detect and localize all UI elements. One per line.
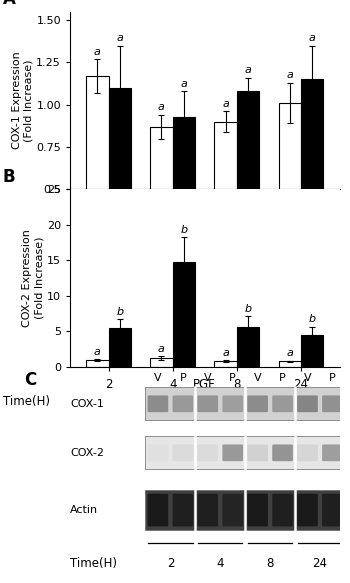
Bar — [214, 122, 237, 274]
Bar — [301, 79, 323, 274]
Bar — [150, 358, 173, 367]
Text: a: a — [181, 79, 187, 89]
Text: a: a — [116, 33, 123, 43]
Y-axis label: COX-2 Expression
(Fold Increase): COX-2 Expression (Fold Increase) — [22, 229, 44, 327]
Bar — [214, 361, 237, 367]
FancyBboxPatch shape — [173, 395, 193, 412]
Bar — [237, 326, 259, 367]
FancyBboxPatch shape — [247, 395, 268, 412]
FancyBboxPatch shape — [148, 494, 168, 526]
FancyBboxPatch shape — [247, 444, 268, 461]
Text: a: a — [309, 33, 316, 43]
FancyBboxPatch shape — [322, 494, 343, 526]
Text: P: P — [229, 373, 236, 383]
Text: b: b — [309, 314, 316, 324]
FancyBboxPatch shape — [247, 494, 268, 526]
FancyBboxPatch shape — [222, 395, 243, 412]
FancyBboxPatch shape — [272, 494, 293, 526]
Bar — [279, 103, 301, 274]
Text: V: V — [154, 373, 162, 383]
FancyBboxPatch shape — [197, 494, 218, 526]
Text: COX-1: COX-1 — [70, 399, 104, 409]
Bar — [86, 360, 108, 367]
Text: b: b — [245, 304, 252, 314]
Text: b: b — [116, 307, 123, 317]
Text: 2: 2 — [105, 378, 112, 391]
Text: V: V — [204, 373, 212, 383]
Text: a: a — [245, 65, 252, 75]
Text: a: a — [222, 348, 229, 358]
FancyBboxPatch shape — [173, 444, 193, 461]
Text: Actin: Actin — [70, 505, 98, 515]
FancyBboxPatch shape — [173, 494, 193, 526]
Text: 24: 24 — [313, 557, 328, 570]
FancyBboxPatch shape — [272, 395, 293, 412]
Text: a: a — [286, 70, 293, 80]
Text: 2: 2 — [167, 557, 174, 570]
Bar — [173, 262, 195, 367]
Bar — [237, 91, 259, 274]
FancyBboxPatch shape — [297, 444, 318, 461]
Text: C: C — [24, 371, 36, 389]
Bar — [301, 335, 323, 367]
Bar — [146, 388, 345, 420]
Text: 4: 4 — [217, 557, 224, 570]
Y-axis label: COX-1 Expression
(Fold Increase): COX-1 Expression (Fold Increase) — [12, 52, 34, 149]
Text: Time(H): Time(H) — [3, 395, 50, 409]
Text: A: A — [3, 0, 15, 8]
Text: V: V — [304, 373, 311, 383]
Bar — [146, 437, 345, 469]
Text: a: a — [94, 347, 101, 357]
Text: P: P — [279, 373, 286, 383]
FancyBboxPatch shape — [297, 494, 318, 526]
Text: b: b — [180, 225, 188, 235]
FancyBboxPatch shape — [222, 444, 243, 461]
FancyBboxPatch shape — [322, 444, 343, 461]
FancyBboxPatch shape — [322, 395, 343, 412]
FancyBboxPatch shape — [222, 494, 243, 526]
Text: Time(H): Time(H) — [70, 557, 117, 570]
Text: a: a — [158, 343, 165, 353]
Bar — [279, 361, 301, 367]
Text: P: P — [180, 373, 186, 383]
Text: 4: 4 — [169, 378, 176, 391]
FancyBboxPatch shape — [148, 444, 168, 461]
Text: a: a — [222, 99, 229, 109]
Bar — [146, 490, 345, 531]
Text: B: B — [3, 168, 15, 186]
Bar — [173, 117, 195, 274]
Text: COX-2: COX-2 — [70, 448, 104, 458]
Text: a: a — [158, 103, 165, 113]
FancyBboxPatch shape — [297, 395, 318, 412]
Text: a: a — [286, 349, 293, 359]
FancyBboxPatch shape — [197, 395, 218, 412]
Bar — [150, 127, 173, 274]
Text: P: P — [329, 373, 336, 383]
Text: 8: 8 — [233, 378, 240, 391]
Bar — [108, 88, 131, 274]
Text: a: a — [94, 47, 101, 57]
FancyBboxPatch shape — [197, 444, 218, 461]
FancyBboxPatch shape — [272, 444, 293, 461]
Text: PGF: PGF — [193, 378, 216, 391]
FancyBboxPatch shape — [148, 395, 168, 412]
Text: 24: 24 — [294, 378, 308, 391]
Bar — [86, 76, 108, 274]
Bar — [108, 328, 131, 367]
Text: 8: 8 — [266, 557, 274, 570]
Text: V: V — [254, 373, 261, 383]
